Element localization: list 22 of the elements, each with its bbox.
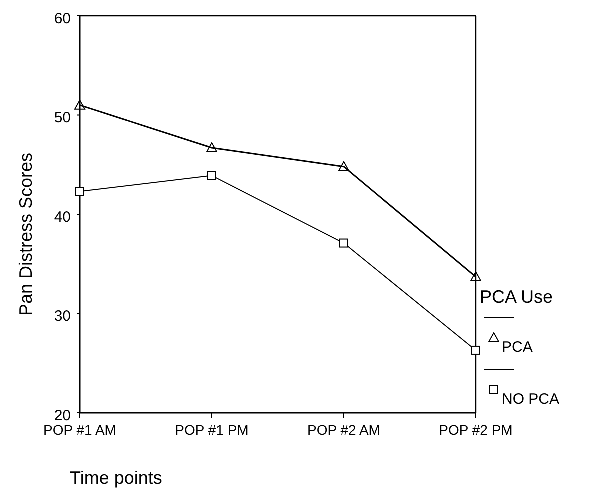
x-tick-label: POP #2 AM — [308, 422, 380, 438]
legend-title: PCA Use — [480, 287, 554, 307]
point — [206, 142, 218, 152]
x-tick-label: POP #1 PM — [175, 422, 249, 438]
point — [338, 161, 350, 172]
y-axis-title: Pan Distress Scores — [16, 152, 36, 316]
point — [472, 346, 480, 355]
y-tick-label: 50 — [54, 110, 71, 126]
y-tick-label: 20 — [54, 407, 71, 424]
y-tick-label: 60 — [54, 10, 71, 28]
point — [340, 238, 348, 248]
x-tick-label: POP #2 PM — [439, 422, 513, 438]
point — [74, 100, 86, 110]
point — [470, 272, 482, 282]
y-tick-label: 30 — [54, 308, 71, 325]
point — [208, 171, 216, 180]
point — [76, 187, 84, 196]
x-tick-label: POP #1 AM — [44, 422, 116, 438]
legend-label: NO PCA — [502, 391, 560, 408]
x-axis-title: Time points — [70, 468, 162, 488]
legend-label: PCA — [502, 339, 533, 356]
y-tick-label: 40 — [54, 208, 71, 226]
